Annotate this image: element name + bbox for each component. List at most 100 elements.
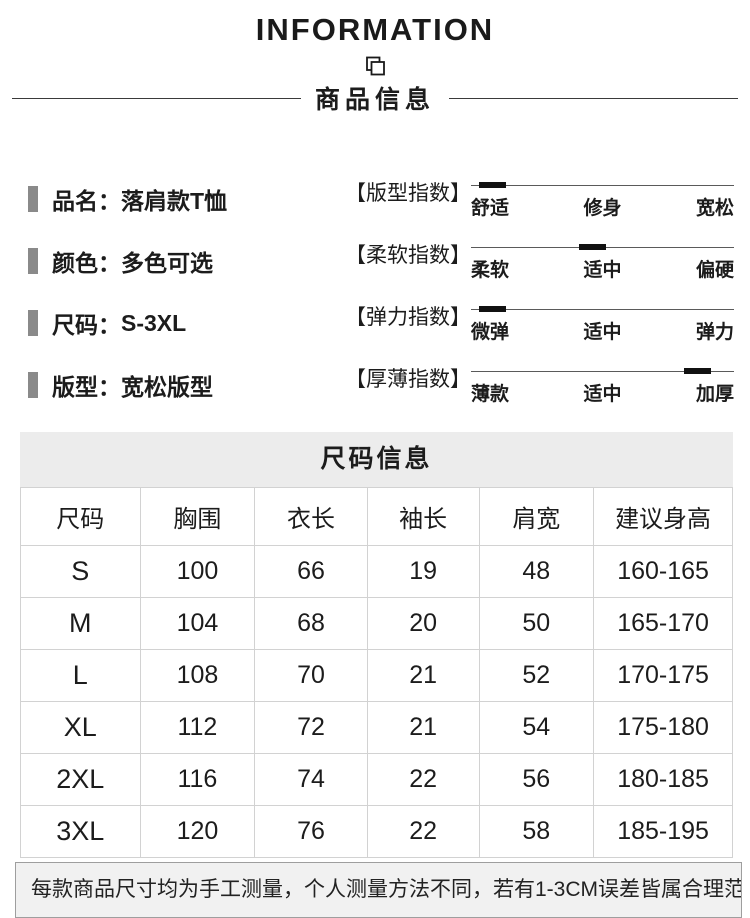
slider-label-left: 薄款: [471, 384, 510, 405]
slider-labels: 舒适 修身 宽松: [471, 193, 734, 220]
cell-sleeve: 21: [366, 649, 480, 702]
cell-height: 180-185: [593, 753, 733, 806]
cell-height: 160-165: [593, 545, 733, 598]
divider-line-right: [449, 97, 739, 99]
slider-label-mid: 适中: [583, 322, 622, 343]
index-name: 【版型指数】: [345, 182, 471, 205]
table-row: L 108 70 21 52 170-175: [20, 649, 733, 702]
slider-label-right: 宽松: [695, 198, 734, 219]
index-name: 【厚薄指数】: [345, 368, 471, 391]
slider-line: [471, 185, 734, 186]
cell-size: L: [20, 649, 141, 702]
cell-sleeve: 22: [366, 805, 480, 858]
index-slider: 舒适 修身 宽松: [471, 168, 734, 230]
col-header-length: 衣长: [254, 487, 368, 546]
col-header-chest: 胸围: [139, 487, 256, 546]
page-title-en: INFORMATION: [255, 12, 495, 47]
attribute-list: 品名： 落肩款T恤 颜色： 多色可选 尺码： S-3XL 版型： 宽松版型: [28, 168, 345, 416]
cell-size: S: [20, 545, 141, 598]
slider-label-right: 加厚: [695, 384, 734, 405]
bullet-bar-icon: [28, 186, 38, 212]
cell-sleeve: 20: [366, 597, 480, 650]
table-row: 3XL 120 76 22 58 185-195: [20, 805, 733, 858]
slider-label-left: 微弹: [471, 322, 510, 343]
attr-label: 版型：: [52, 374, 121, 400]
cell-size: 2XL: [20, 753, 141, 806]
cell-sleeve: 19: [366, 545, 480, 598]
cell-size: 3XL: [20, 805, 141, 858]
attr-row-fit: 版型： 宽松版型: [28, 354, 345, 416]
slider-marker: [478, 306, 506, 312]
cell-chest: 108: [139, 649, 256, 702]
slider-marker: [478, 182, 506, 188]
cell-shoulder: 48: [478, 545, 595, 598]
cell-shoulder: 56: [478, 753, 595, 806]
cell-shoulder: 52: [478, 649, 595, 702]
attr-row-size: 尺码： S-3XL: [28, 292, 345, 354]
slider-label-mid: 修身: [583, 198, 622, 219]
slider-marker: [684, 368, 712, 374]
attr-value: 多色可选: [121, 250, 213, 276]
bullet-bar-icon: [28, 310, 38, 336]
cell-shoulder: 58: [478, 805, 595, 858]
bullet-bar-icon: [28, 372, 38, 398]
cell-shoulder: 54: [478, 701, 595, 754]
header: INFORMATION 商品信息: [0, 0, 750, 116]
table-row: XL 112 72 21 54 175-180: [20, 701, 733, 754]
col-header-shoulder: 肩宽: [478, 487, 595, 546]
cell-length: 76: [254, 805, 368, 858]
measurement-note: 每款商品尺寸均为手工测量，个人测量方法不同，若有1-3CM误差皆属合理范围.: [15, 862, 742, 918]
size-table-section: 尺码信息 尺码 胸围 衣长 袖长 肩宽 建议身高 S 100: [20, 432, 733, 858]
cell-size: XL: [20, 701, 141, 754]
index-name: 【弹力指数】: [345, 306, 471, 329]
slider-label-mid: 适中: [583, 260, 622, 281]
cell-sleeve: 22: [366, 753, 480, 806]
slider-labels: 薄款 适中 加厚: [471, 379, 734, 406]
cell-length: 74: [254, 753, 368, 806]
cell-height: 165-170: [593, 597, 733, 650]
overlapping-squares-icon: [0, 54, 750, 78]
cell-size: M: [20, 597, 141, 650]
slider-track: [471, 182, 734, 188]
col-header-height: 建议身高: [593, 487, 733, 546]
bullet-bar-icon: [28, 248, 38, 274]
col-header-size: 尺码: [20, 487, 141, 546]
attr-value: 宽松版型: [121, 374, 213, 400]
slider-label-mid: 适中: [583, 384, 622, 405]
index-row-thickness: 【厚薄指数】 薄款 适中 加厚: [345, 354, 734, 416]
table-row: S 100 66 19 48 160-165: [20, 545, 733, 598]
index-list: 【版型指数】 舒适 修身 宽松 【柔软指数】: [345, 168, 734, 416]
attr-value: S-3XL: [121, 309, 187, 336]
slider-line: [471, 371, 734, 372]
slider-track: [471, 368, 734, 374]
page-title-cn: 商品信息: [315, 86, 436, 114]
cell-chest: 100: [139, 545, 256, 598]
cell-sleeve: 21: [366, 701, 480, 754]
cell-length: 72: [254, 701, 368, 754]
attr-label: 颜色：: [52, 250, 121, 276]
index-row-elasticity: 【弹力指数】 微弹 适中 弹力: [345, 292, 734, 354]
cell-shoulder: 50: [478, 597, 595, 650]
cell-length: 68: [254, 597, 368, 650]
cell-height: 185-195: [593, 805, 733, 858]
divider-line-left: [12, 97, 301, 99]
slider-line: [471, 309, 734, 310]
cell-height: 170-175: [593, 649, 733, 702]
slider-track: [471, 306, 734, 312]
cell-chest: 112: [139, 701, 256, 754]
slider-label-right: 弹力: [695, 322, 734, 343]
index-slider: 柔软 适中 偏硬: [471, 230, 734, 292]
attr-label: 尺码：: [52, 312, 121, 338]
size-table-header-row: 尺码 胸围 衣长 袖长 肩宽 建议身高: [20, 487, 733, 546]
attr-row-color: 颜色： 多色可选: [28, 230, 345, 292]
slider-marker: [578, 244, 606, 250]
size-table: 尺码 胸围 衣长 袖长 肩宽 建议身高 S 100 66 19 48 160-1…: [20, 487, 733, 858]
slider-label-left: 舒适: [471, 198, 510, 219]
attr-value: 落肩款T恤: [121, 188, 228, 214]
slider-label-left: 柔软: [471, 260, 510, 281]
cell-length: 66: [254, 545, 368, 598]
slider-labels: 微弹 适中 弹力: [471, 317, 734, 344]
slider-track: [471, 244, 734, 250]
col-header-sleeve: 袖长: [366, 487, 480, 546]
